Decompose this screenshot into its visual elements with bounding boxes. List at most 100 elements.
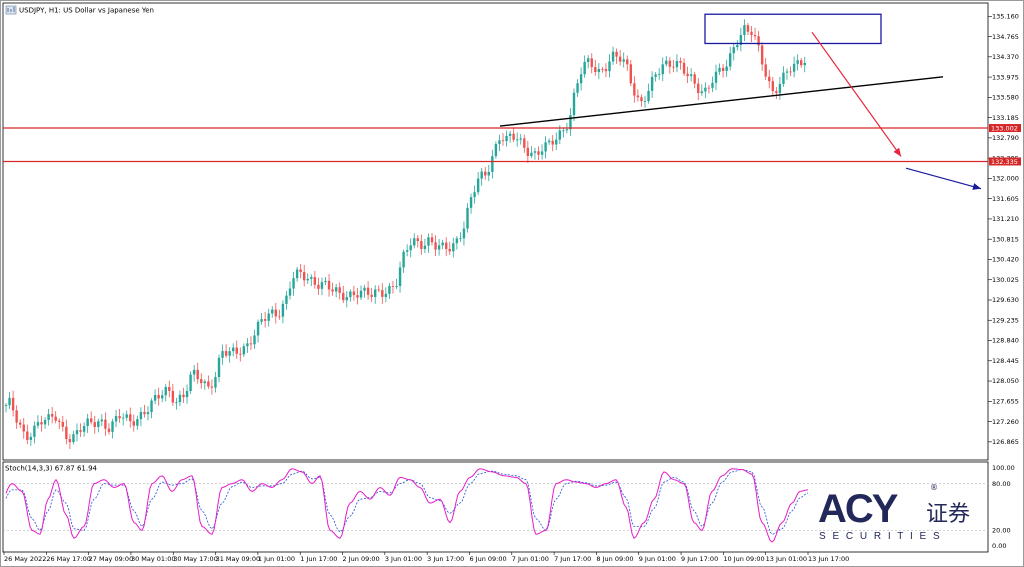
candle-body [50, 414, 54, 417]
candle-body [579, 74, 583, 84]
candle-body [327, 280, 331, 290]
candle-body [107, 428, 111, 432]
candle-body [86, 418, 89, 427]
candle-body [207, 381, 210, 387]
x-tick-label: 7 Jun 17:00 [554, 555, 591, 563]
stochastic-label: Stoch(14,3,3) 67.87 61.94 [5, 465, 98, 473]
candle-body [409, 245, 412, 251]
candle-body [647, 90, 650, 102]
candle-body [413, 238, 416, 246]
price-axis[interactable]: 135.160 134.765 134.370 133.975 133.580 133.1… [988, 12, 1021, 446]
candle-body [587, 58, 590, 62]
trendline [499, 76, 944, 127]
candle-body [114, 416, 118, 422]
candle-body [540, 151, 544, 155]
candle-body [718, 67, 721, 72]
y-tick-label: 134.765 [992, 33, 1019, 41]
candle-body [150, 400, 153, 413]
arrow-head [972, 183, 981, 190]
candle-body [72, 434, 75, 443]
x-tick-label: 1 Jun 17:00 [300, 555, 337, 563]
candle-body [4, 405, 8, 406]
candle-body [246, 343, 249, 347]
x-tick-label: 10 Jun 09:00 [723, 555, 764, 563]
y-tick-label: 131.210 [992, 215, 1019, 223]
candle-body [498, 140, 501, 145]
candle-body [558, 130, 561, 140]
candle-body [253, 335, 256, 345]
level-price-tag [989, 157, 1021, 166]
candle-body [58, 420, 61, 422]
candle-body [455, 238, 459, 244]
candle-body [342, 292, 345, 301]
candle-body [697, 83, 700, 94]
candle-body [672, 66, 675, 68]
candle-body [792, 63, 796, 72]
red-down-arrow [811, 31, 902, 157]
candle-body [775, 91, 778, 94]
candle-body [789, 71, 792, 73]
candle-body [508, 133, 512, 136]
y-tick-label: 127.655 [992, 398, 1019, 406]
candle-body [395, 286, 398, 287]
candle-body [512, 133, 515, 140]
candle-body [732, 47, 735, 54]
y-tick-label: 129.630 [992, 296, 1019, 304]
candle-body [239, 353, 242, 355]
candle-body [324, 280, 327, 283]
candle-body [374, 289, 377, 297]
candle-body [746, 25, 750, 32]
candle-body [569, 115, 572, 130]
candle-body [196, 369, 199, 380]
candle-body [466, 207, 469, 229]
candle-body [618, 56, 622, 62]
candle-body [100, 419, 104, 422]
arrow-head [893, 147, 901, 157]
candle-body [661, 64, 664, 75]
y-tick-label: 130.420 [992, 256, 1019, 264]
candle-body [533, 151, 537, 153]
candle-body [271, 309, 274, 314]
y-tick-label: 130.025 [992, 276, 1019, 284]
candle-body [61, 421, 64, 427]
candle-body [505, 135, 508, 142]
candle-body [658, 74, 661, 76]
candle-body [263, 319, 267, 321]
candle-body [771, 81, 774, 92]
candle-body [736, 44, 739, 48]
candle-body [125, 414, 128, 418]
stochastic-axis: 100.00 80.00 20.00 0.00 [992, 464, 1015, 550]
price-pane[interactable] [2, 2, 989, 461]
candle-body [153, 394, 157, 401]
level-price-label: 133.002 [991, 124, 1018, 132]
candle-body [693, 74, 696, 84]
candle-body [484, 171, 487, 176]
candle-body [40, 422, 43, 425]
candle-body [420, 241, 423, 249]
candle-body [192, 369, 196, 375]
candle-body [260, 319, 263, 322]
candle-body [97, 421, 100, 427]
candle-body [416, 238, 419, 242]
resistance-box [704, 13, 882, 45]
candle-body [441, 242, 444, 246]
candle-body [278, 316, 281, 318]
candle-body [519, 138, 522, 140]
candle-body [615, 51, 618, 57]
x-tick-label: 9 Jun 17:00 [681, 555, 718, 563]
candle-body [608, 61, 611, 72]
candle-body [760, 45, 764, 65]
candle-body [516, 139, 519, 141]
stochastic-pane[interactable] [2, 461, 989, 553]
candle-body [221, 351, 224, 358]
y-tick-label: 133.580 [992, 94, 1019, 102]
candle-body [363, 287, 366, 291]
candle-body [232, 347, 235, 352]
symbol-icon [5, 5, 17, 15]
candle-body [526, 147, 530, 156]
candle-body [75, 430, 79, 435]
candle-body [427, 237, 430, 246]
x-tick-label: 2 Jun 09:00 [343, 555, 380, 563]
